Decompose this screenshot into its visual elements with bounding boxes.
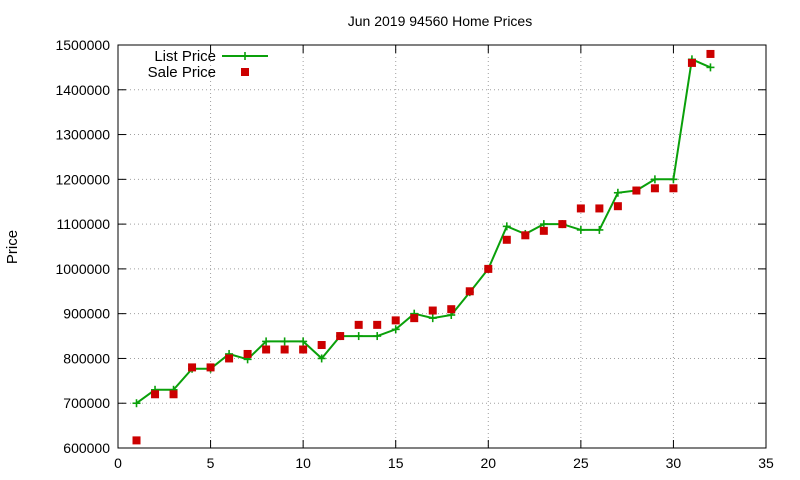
x-tick-label: 5 [207, 455, 215, 471]
plot-area [132, 49, 715, 445]
grid [118, 45, 766, 448]
y-tick-label: 800000 [63, 350, 110, 366]
sale-price-point [410, 314, 419, 323]
list-price-point [280, 337, 289, 346]
y-tick-label: 900000 [63, 306, 110, 322]
y-tick-label: 1300000 [55, 127, 110, 143]
legend-label-list-price: List Price [154, 48, 216, 65]
sale-price-point [465, 287, 474, 296]
x-tick-label: 10 [295, 455, 311, 471]
list-price-point [669, 175, 678, 184]
sale-price-point [428, 306, 437, 315]
x-tick-label: 35 [758, 455, 774, 471]
sale-price-point [613, 202, 622, 211]
sale-price-point [336, 332, 345, 341]
sale-price-point [280, 345, 289, 354]
list-price-line [135, 57, 711, 405]
list-price-point [317, 354, 326, 363]
y-tick-label: 1000000 [55, 261, 110, 277]
chart-title: Jun 2019 94560 Home Prices [348, 13, 532, 29]
list-price-point [354, 332, 363, 341]
axis-ticks: 600000 700000 800000 900000 1000000 1100000 12… [55, 37, 774, 471]
list-price-point [391, 325, 400, 334]
sale-price-point [669, 184, 678, 193]
sale-price-point [447, 305, 456, 314]
list-price-point [595, 225, 604, 234]
y-axis-label: Price [4, 230, 21, 264]
y-tick-label: 700000 [63, 395, 110, 411]
list-price-point [299, 337, 308, 346]
sale-price-point [650, 184, 659, 193]
sale-price-point [132, 436, 141, 445]
y-tick-label: 1100000 [57, 216, 111, 232]
list-price-point [373, 332, 382, 341]
sale-price-point [484, 264, 493, 273]
sale-price-point [706, 49, 715, 58]
sale-price-point [225, 354, 234, 363]
sale-price-point [391, 316, 400, 325]
list-price-point [132, 399, 141, 408]
x-tick-label: 25 [573, 455, 589, 471]
plot-frame [117, 44, 767, 449]
sale-price-point [558, 220, 567, 229]
x-tick-label: 15 [388, 455, 404, 471]
sale-price-point [521, 231, 530, 240]
legend-marker-list-price [241, 52, 249, 60]
y-tick-label: 1400000 [55, 82, 110, 98]
list-price-point [539, 220, 548, 229]
legend: List Price Sale Price [148, 48, 268, 81]
sale-price-point [317, 341, 326, 350]
legend-label-sale-price: Sale Price [148, 64, 216, 81]
y-tick-label: 1200000 [55, 171, 110, 187]
sale-price-point [539, 226, 548, 235]
x-tick-label: 0 [114, 455, 122, 471]
sale-price-point [354, 320, 363, 329]
sale-price-point [188, 363, 197, 372]
y-tick-label: 1500000 [55, 37, 110, 53]
list-price-point [706, 63, 715, 72]
list-price-point [502, 222, 511, 231]
legend-marker-sale-price [241, 68, 249, 76]
list-price-point [576, 225, 585, 234]
sale-price-point [632, 186, 641, 195]
list-price-point [650, 175, 659, 184]
sale-price-point [169, 390, 178, 399]
list-price-point [428, 314, 437, 323]
sale-price-point [595, 204, 604, 213]
y-tick-label: 600000 [63, 440, 110, 456]
sale-price-point [262, 345, 271, 354]
x-tick-label: 30 [666, 455, 682, 471]
x-tick-label: 20 [480, 455, 496, 471]
sale-price-point [206, 363, 215, 372]
sale-price-point [151, 390, 160, 399]
sale-price-point [299, 345, 308, 354]
sale-price-point [502, 235, 511, 244]
list-price-point [613, 188, 622, 197]
sale-price-point [243, 349, 252, 358]
sale-price-point [687, 58, 696, 67]
list-price-point [262, 337, 271, 346]
sale-price-point [576, 204, 585, 213]
sale-price-point [373, 320, 382, 329]
